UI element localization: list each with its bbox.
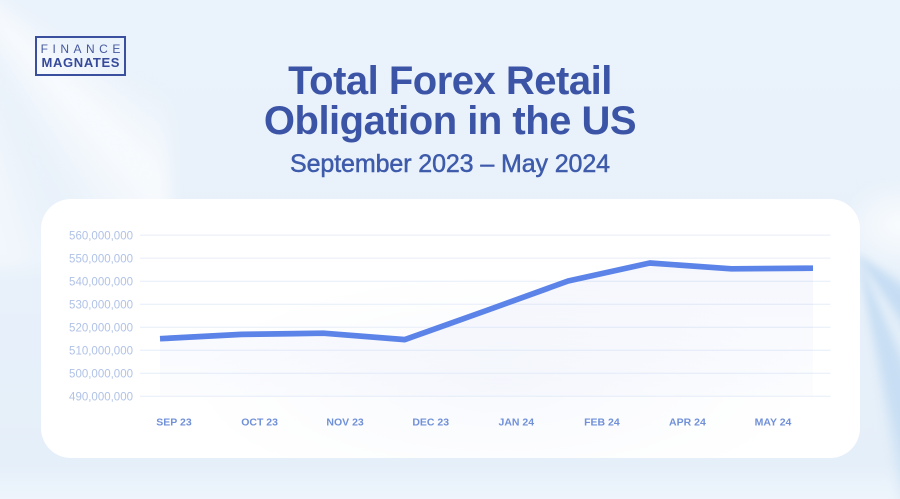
svg-text:490,000,000: 490,000,000: [69, 392, 133, 404]
svg-text:JAN 24: JAN 24: [498, 417, 534, 429]
svg-text:NOV 23: NOV 23: [326, 417, 364, 429]
svg-text:520,000,000: 520,000,000: [69, 322, 133, 334]
svg-text:APR 24: APR 24: [669, 417, 706, 429]
svg-text:540,000,000: 540,000,000: [69, 276, 133, 288]
svg-text:550,000,000: 550,000,000: [69, 253, 133, 265]
svg-text:FEB 24: FEB 24: [584, 417, 620, 429]
svg-text:500,000,000: 500,000,000: [69, 369, 133, 381]
svg-text:510,000,000: 510,000,000: [69, 346, 133, 358]
svg-text:530,000,000: 530,000,000: [69, 299, 133, 311]
svg-text:SEP 23: SEP 23: [156, 417, 192, 429]
svg-text:560,000,000: 560,000,000: [69, 230, 133, 242]
svg-text:DEC 23: DEC 23: [412, 417, 449, 429]
svg-text:MAY 24: MAY 24: [755, 417, 792, 429]
svg-text:OCT 23: OCT 23: [241, 417, 278, 429]
